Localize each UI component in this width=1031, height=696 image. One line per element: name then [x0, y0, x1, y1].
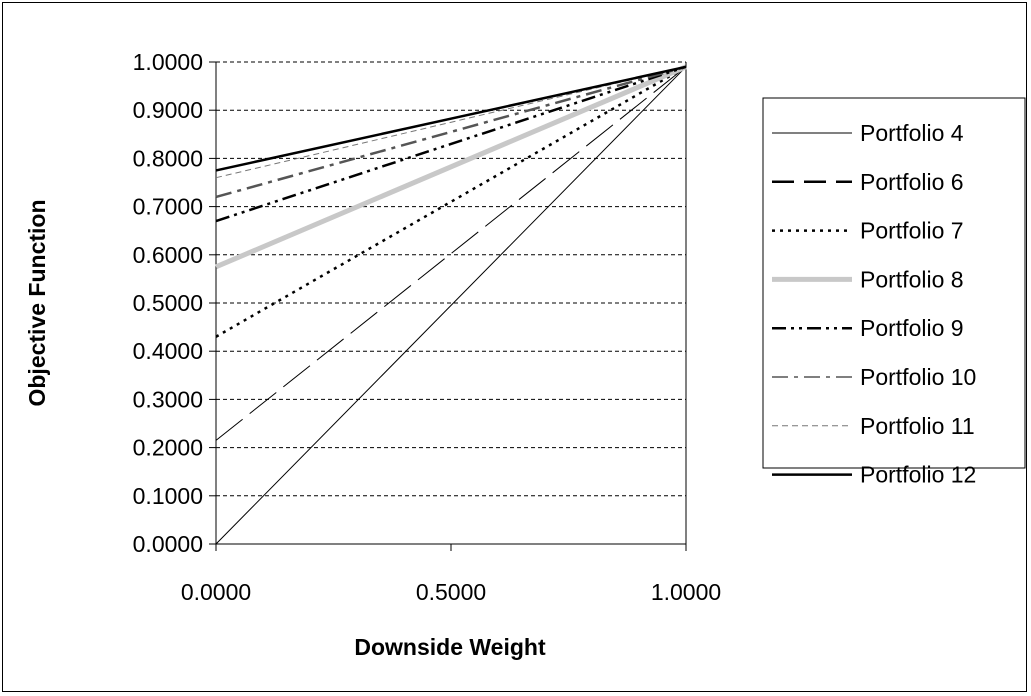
y-tick-label: 0.8000 [133, 145, 203, 171]
legend-label-portfolio-7: Portfolio 7 [860, 218, 964, 244]
y-tick-label: 0.0000 [133, 531, 203, 557]
series-line-portfolio-7 [215, 65, 687, 338]
series-line-portfolio-4 [215, 66, 687, 545]
y-tick-label: 0.3000 [133, 386, 203, 412]
y-tick-label: 1.0000 [133, 49, 203, 75]
x-tick-label: 1.0000 [651, 579, 721, 605]
legend-label-portfolio-8: Portfolio 8 [860, 266, 964, 292]
legend-label-portfolio-11: Portfolio 11 [860, 413, 975, 439]
series-line-portfolio-8 [215, 64, 687, 270]
tick-labels: 0.0000 0.1000 0.2000 0.3000 0.4000 0.5000 0.60… [133, 49, 722, 605]
legend-box [762, 97, 1026, 469]
series-line-portfolio-12 [215, 65, 687, 172]
y-tick-label: 0.7000 [133, 194, 203, 220]
series-line-portfolio-9 [215, 65, 687, 223]
legend: Portfolio 4 Portfolio 6 Portfolio 7 Portfol… [762, 97, 1026, 488]
y-tick-label: 0.5000 [133, 290, 203, 316]
y-axis-title: Objective Function [24, 199, 50, 406]
y-tick-label: 0.6000 [133, 242, 203, 268]
legend-label-portfolio-4: Portfolio 4 [860, 120, 964, 146]
x-tick-label: 0.0000 [181, 579, 251, 605]
legend-label-portfolio-12: Portfolio 12 [860, 462, 976, 488]
y-tick-label: 0.9000 [133, 97, 203, 123]
legend-label-portfolio-9: Portfolio 9 [860, 315, 964, 341]
x-tick-label: 0.5000 [416, 579, 486, 605]
legend-label-portfolio-10: Portfolio 10 [860, 364, 976, 390]
x-axis-title: Downside Weight [354, 634, 546, 660]
series-line-portfolio-6 [215, 66, 687, 441]
y-tick-label: 0.4000 [133, 338, 203, 364]
legend-label-portfolio-6: Portfolio 6 [860, 169, 964, 195]
series-lines [215, 64, 687, 545]
series-line-portfolio-10 [215, 65, 687, 199]
y-tick-label: 0.1000 [133, 483, 203, 509]
gridlines [216, 61, 686, 497]
axes [209, 61, 687, 551]
y-tick-label: 0.2000 [133, 435, 203, 461]
